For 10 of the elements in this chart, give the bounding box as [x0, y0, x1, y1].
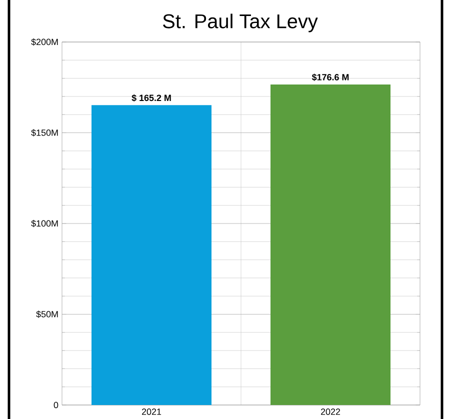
- y-tick-label: $50M: [36, 310, 58, 318]
- y-tick-label: $150M: [31, 129, 58, 136]
- y-tick-label: $100M: [31, 220, 58, 228]
- x-tick-label: 2021: [142, 408, 162, 415]
- chart-title: St. Paul Tax Levy: [163, 14, 318, 32]
- data-label: $176.6 M: [312, 74, 349, 81]
- data-label: $ 165.2 M: [132, 94, 171, 102]
- y-tick-label: $200M: [31, 38, 58, 46]
- y-tick-label: 0: [54, 402, 58, 408]
- x-tick-label: 2022: [320, 408, 340, 415]
